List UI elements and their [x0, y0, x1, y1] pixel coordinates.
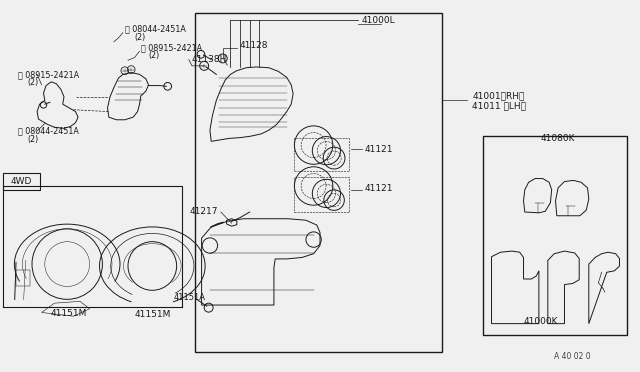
Text: (2): (2) [27, 78, 38, 87]
Text: 41151M: 41151M [51, 309, 87, 318]
Text: 41011 〈LH〉: 41011 〈LH〉 [472, 102, 526, 110]
Text: 41217: 41217 [189, 207, 218, 216]
Text: 41080K: 41080K [541, 134, 575, 143]
Text: ⓦ 08915-2421A: ⓦ 08915-2421A [141, 43, 202, 52]
Text: 4WD: 4WD [10, 177, 32, 186]
Text: Ⓑ 08044-2451A: Ⓑ 08044-2451A [125, 25, 186, 33]
Text: 41128: 41128 [240, 41, 269, 50]
Text: (2): (2) [148, 51, 160, 60]
Text: 41151M: 41151M [134, 310, 170, 319]
Bar [483, 136, 627, 335]
Text: 41001〈RH〉: 41001〈RH〉 [472, 92, 525, 100]
Text: 41121: 41121 [365, 185, 394, 193]
Text: 41138H: 41138H [192, 55, 227, 64]
Bar [195, 13, 442, 352]
Text: (2): (2) [27, 135, 38, 144]
Text: (2): (2) [134, 33, 146, 42]
Text: Ⓑ 08044-2451A: Ⓑ 08044-2451A [18, 126, 79, 135]
Text: 41151A: 41151A [174, 293, 206, 302]
Text: 41000K: 41000K [524, 317, 558, 326]
Bar [3, 173, 40, 190]
Text: 41121: 41121 [365, 145, 394, 154]
Text: 41000L: 41000L [362, 16, 396, 25]
Text: A 40 02 0: A 40 02 0 [554, 352, 591, 361]
Text: ⓦ 08915-2421A: ⓦ 08915-2421A [18, 70, 79, 79]
